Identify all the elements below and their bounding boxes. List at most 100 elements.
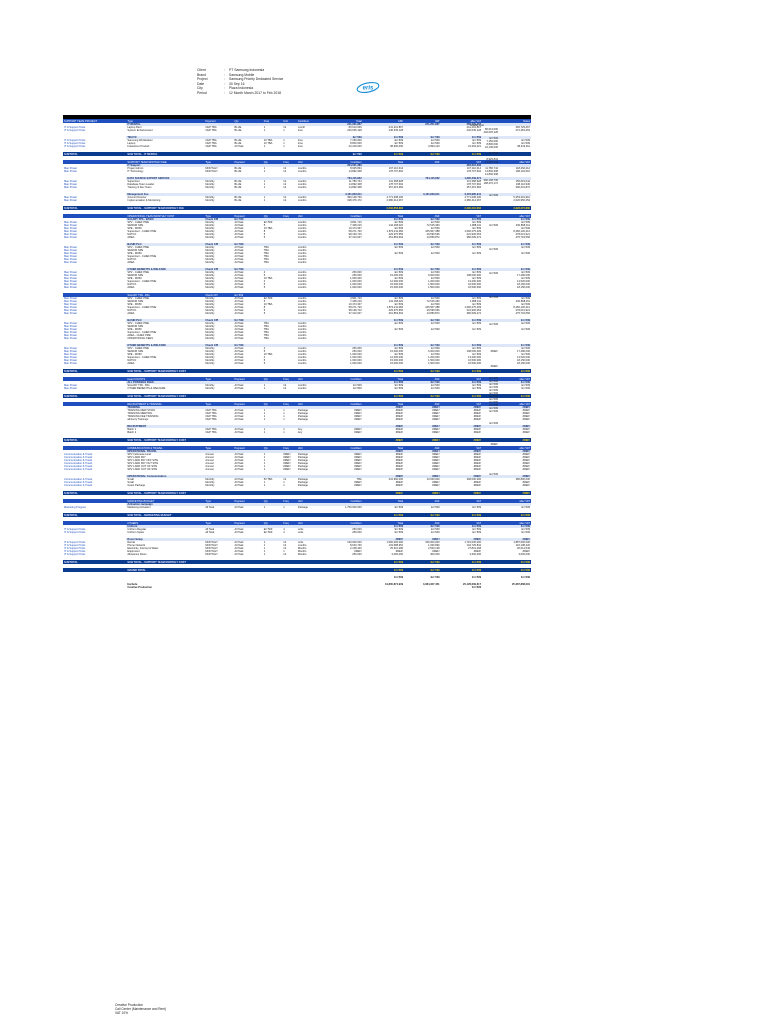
table-cell: IT RENTAL	[126, 123, 205, 126]
table-cell: 5	[263, 233, 266, 236]
table-cell: 178,707,692	[466, 170, 482, 173]
table-cell: Err:509	[404, 381, 441, 384]
table-cell: Monthly	[205, 255, 215, 258]
table-cell: 266,729,467	[515, 126, 530, 129]
table-cell: #REF!	[432, 484, 440, 487]
table-cell: Err:509	[440, 243, 483, 246]
table-cell: ASF	[404, 377, 441, 381]
table-cell: MONTHLY	[205, 553, 218, 556]
table-cell: Man Power	[64, 353, 78, 356]
table-cell: All Task	[234, 359, 244, 362]
table-cell: Err:509	[404, 394, 441, 398]
table-cell: Total	[362, 377, 405, 381]
table-cell: SENIOR SPE	[127, 325, 144, 328]
table-row: IT & Support Tools Allowance Room MONTHLY A…	[63, 553, 531, 556]
table-cell	[296, 568, 322, 572]
table-cell: 8,282,130,412	[513, 306, 530, 309]
table-cell	[321, 586, 362, 589]
table-cell: Monthly	[205, 230, 215, 233]
table-cell: All Task	[234, 362, 244, 365]
table-cell	[204, 406, 234, 409]
table-cell	[321, 475, 363, 478]
table-cell: SUB TOTAL - IT RENTAL	[126, 152, 205, 156]
table-cell: Err:509	[431, 531, 440, 534]
table-cell: SUBTOTAL	[63, 438, 127, 442]
table-cell: 1,000,000	[350, 286, 362, 289]
table-cell: Err:509	[394, 271, 404, 274]
table-cell: Package	[297, 481, 308, 484]
table-cell: Err:509	[472, 322, 482, 325]
table-cell: Monthly	[205, 387, 215, 390]
table-cell: 198,476,172	[347, 199, 362, 202]
table-cell: 108,000,000	[466, 274, 482, 277]
table-cell: 380,609,272	[466, 312, 482, 315]
table-cell	[204, 568, 234, 572]
table-cell: Account Director	[127, 196, 147, 199]
table-cell	[204, 525, 234, 528]
table-cell: NATCO	[127, 233, 137, 236]
side-value: Err:509	[489, 473, 498, 476]
table-cell: #REF!	[395, 415, 404, 418]
table-row: IT & Support Tools Uniform Spare All Task A…	[63, 531, 531, 534]
table-row: Err:509 Err:509 Err:509 Err:509	[63, 576, 531, 579]
table-cell: IT Support	[126, 164, 205, 167]
table-row: GRAND TOTAL Err:509 Err:509 Err:509 Err:509	[63, 568, 531, 572]
table-cell: 38,332,911	[517, 145, 530, 148]
table-cell: 1	[283, 142, 285, 145]
table-cell: 144,168,020	[388, 300, 404, 303]
table-cell: SPV - CHIEF PME	[127, 322, 149, 325]
table-cell: #REF!	[354, 484, 362, 487]
table-cell	[204, 369, 234, 373]
table-cell	[233, 513, 263, 517]
table-cell: Monthly	[205, 252, 215, 255]
table-row: IT & Support Tools Uniform Regular All Tas…	[63, 528, 531, 531]
table-cell: Supervisor	[127, 180, 140, 183]
table-cell: 1	[263, 459, 266, 462]
table-row: SUBTOTAL SUB TOTAL - IT RENTAL Err:509 Err:…	[63, 152, 531, 156]
table-cell: Err:509	[440, 218, 483, 221]
table-cell: 475,704,566	[515, 312, 530, 315]
table-row: OTHERS Type Payment Qty Freq Unit Cost/Item Tot…	[63, 521, 531, 525]
table-cell	[233, 503, 263, 506]
table-cell: 7,408,216	[350, 224, 362, 227]
budget-spreadsheet: SUPPORT TEAM PROJECT Type Payment Qty Freq Un…	[63, 115, 531, 589]
table-cell	[63, 568, 127, 572]
table-cell: Err:509	[482, 369, 531, 373]
table-cell: Samsung Workstation	[127, 139, 153, 142]
table-cell	[233, 491, 263, 495]
table-cell: 250,000	[352, 274, 362, 277]
table-cell: after VAT	[482, 446, 531, 450]
table-cell: BASIN PLO	[126, 243, 205, 246]
table-cell	[482, 152, 531, 156]
table-cell: 229,370,556	[388, 309, 404, 312]
table-cell: 107,110,014	[466, 167, 482, 170]
table-cell	[63, 446, 127, 450]
table-cell	[282, 491, 297, 495]
table-row: Man Power SPE - MOBI Monthly All Task 10 TBA…	[63, 277, 531, 280]
table-row: IT & Support Tools Rental MONTHLY All Task 1…	[63, 541, 531, 544]
table-cell: Type	[204, 521, 234, 525]
table-cell: 10 TBA	[263, 353, 273, 356]
table-cell: #REF!	[522, 456, 530, 459]
table-cell: 144,168,020	[388, 224, 404, 227]
table-cell: #REF!	[354, 468, 362, 471]
table-cell: All Task	[234, 312, 244, 315]
table-row: Man Power Supervisor - CHIEF PME Monthly Al…	[63, 255, 531, 258]
table-cell: Total	[362, 402, 405, 406]
table-cell: All Task	[234, 506, 244, 509]
table-cell: Err:509	[521, 528, 530, 531]
table-cell: Monthly	[205, 300, 215, 303]
table-cell: 357,415,384	[388, 186, 404, 189]
table-cell: #REF!	[522, 409, 530, 412]
table-cell	[233, 394, 263, 398]
table-cell	[282, 475, 297, 478]
table-cell: Monthly	[205, 233, 215, 236]
table-cell	[262, 513, 283, 517]
table-cell: #REF!	[354, 462, 362, 465]
table-cell	[204, 503, 234, 506]
table-cell: Man Power	[64, 359, 78, 362]
table-cell: Total	[362, 214, 405, 218]
table-row: RECRUITMENT & TRAINING Type Payment Qty Freq…	[63, 402, 531, 406]
table-cell: AREA	[127, 362, 135, 365]
table-cell: All Task	[234, 465, 244, 468]
